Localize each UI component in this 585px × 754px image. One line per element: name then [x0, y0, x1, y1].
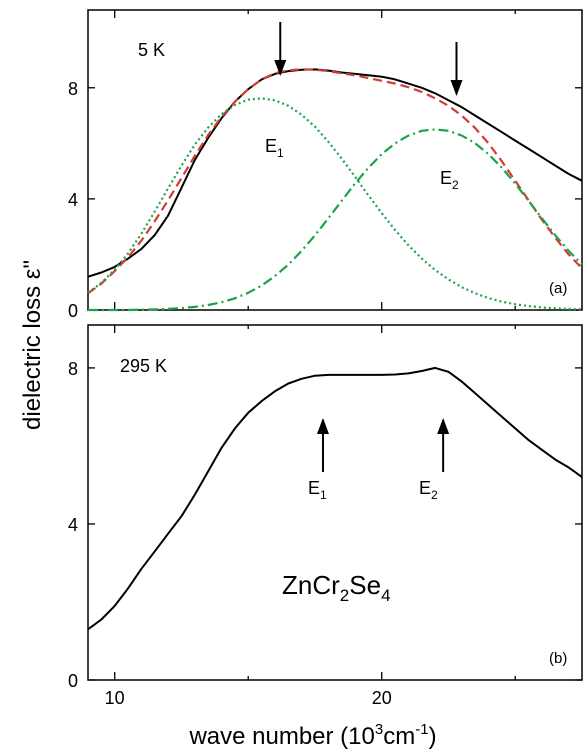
- y-tick-label: 0: [68, 301, 78, 321]
- y-tick-label: 4: [68, 190, 78, 210]
- arrow-head: [450, 80, 463, 96]
- x-tick-label: 10: [105, 688, 125, 708]
- series-measured-line: [87, 68, 583, 278]
- panel-a-label: (a): [549, 280, 567, 297]
- panel-a: 0 4 8 5 K (a) E1 E2: [68, 9, 583, 321]
- series-E2-line: [88, 128, 583, 312]
- panel-b-frame: [87, 324, 583, 681]
- panel-b-arrows: [316, 418, 450, 472]
- panel-b-temperature: 295 K: [120, 356, 167, 376]
- arrow-head: [316, 418, 329, 434]
- series-fit-line: [87, 68, 583, 295]
- panel-a-e2-label: E2: [440, 168, 459, 192]
- panel-a-arrows: [274, 22, 463, 96]
- y-tick-label: 0: [68, 671, 78, 691]
- y-tick-label: 8: [68, 79, 78, 99]
- panel-a-lines: [87, 68, 583, 312]
- x-tick-label: 20: [372, 688, 392, 708]
- panel-a-frame: [87, 9, 583, 311]
- y-tick-label: 8: [68, 359, 78, 379]
- y-axis-label: dielectric loss ε": [19, 260, 46, 430]
- arrow-head: [437, 418, 450, 434]
- series-measured-line: [87, 366, 583, 631]
- panel-a-y-ticks: 0 4 8: [68, 79, 582, 321]
- y-tick-label: 4: [68, 515, 78, 535]
- panel-a-temperature: 5 K: [138, 40, 165, 60]
- panel-a-e1-label: E1: [265, 136, 284, 160]
- panel-b-label: (b): [549, 650, 567, 667]
- x-axis-label: wave number (103cm-1): [188, 721, 436, 750]
- panel-b-e2-label: E2: [419, 478, 438, 502]
- panel-b-x-ticks: 10 20: [105, 325, 516, 708]
- arrow-head: [274, 60, 287, 76]
- panel-a-x-ticks: [114, 10, 516, 310]
- series-E1-line: [87, 97, 583, 311]
- compound-formula: ZnCr2Se4: [282, 570, 391, 605]
- panel-b-lines: [87, 366, 583, 631]
- panel-b: 0 4 8 10 20 295 K (b) E1 E2 ZnCr2Se4: [68, 324, 583, 708]
- panel-b-e1-label: E1: [308, 478, 327, 502]
- panel-b-y-ticks: 0 4 8: [68, 359, 582, 691]
